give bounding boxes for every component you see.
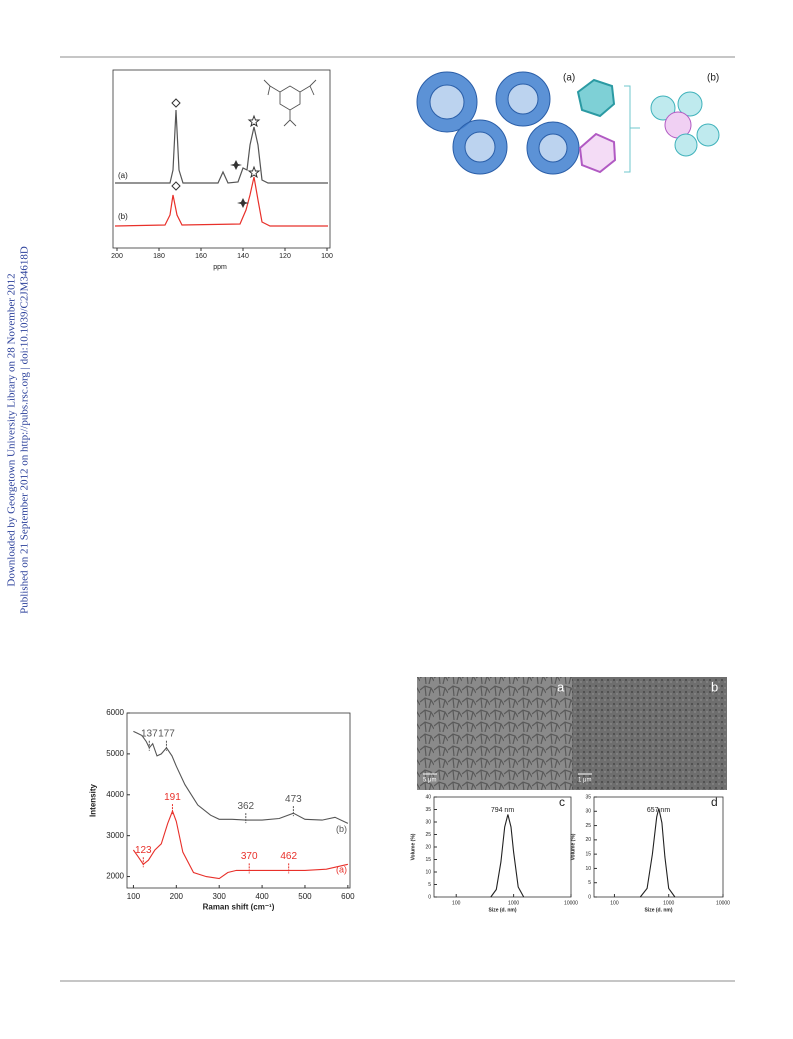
sidebar-line: Downloaded by Georgetown University Libr… (6, 273, 18, 586)
panel-label: a (557, 679, 565, 694)
y-tick-label: 25 (425, 832, 431, 838)
y-axis-label: Volume (%) (410, 833, 416, 860)
framework-b (650, 91, 720, 157)
y-tick-label: 0 (588, 894, 591, 900)
x-axis-label: Size (d. nm) (488, 907, 516, 913)
y-tick-label: 5 (588, 880, 591, 886)
plot-frame (112, 69, 331, 249)
annotation: 657 nm (647, 807, 671, 814)
data-line (639, 808, 676, 898)
curve-label: (a) (118, 171, 128, 180)
framework-figure: (a) (b) (416, 71, 720, 175)
x-tick-label: 100 (452, 900, 461, 906)
sidebar-line: Published on 21 September 2012 on http:/… (19, 246, 31, 614)
y-axis-label: Volume (%) (570, 833, 576, 860)
x-axis-label: Size (d. nm) (644, 907, 672, 913)
molecule (263, 79, 317, 127)
y-tick-label: 0 (428, 894, 431, 900)
framework-cluster (416, 71, 580, 175)
y-tick-label: 5000 (106, 749, 124, 758)
panel-label: c (559, 795, 565, 809)
spectrum (115, 109, 328, 184)
sem-image (572, 677, 727, 790)
x-tick-label: 10000 (716, 900, 730, 906)
y-axis-label: Intensity (89, 784, 98, 817)
plot-frame (126, 712, 351, 889)
spectrum (114, 176, 328, 227)
y-tick-label: 10 (425, 869, 431, 875)
x-tick-label: 1000 (508, 900, 519, 906)
x-tick-label: 200 (170, 892, 184, 901)
x-tick-label: 100 (610, 900, 619, 906)
y-tick-label: 5 (428, 882, 431, 888)
peak-label: 370 (241, 851, 258, 862)
x-tick-label: 400 (255, 892, 269, 901)
x-tick-label: 10000 (564, 900, 578, 906)
x-tick-label: 160 (195, 253, 207, 260)
x-tick-label: 100 (321, 253, 333, 260)
nmr-figure (112, 69, 331, 249)
y-tick-label: 3000 (106, 831, 124, 840)
panel-label: (b) (707, 73, 719, 84)
cage (576, 78, 616, 118)
curve-label: (b) (118, 212, 128, 221)
sem-figure: a b 5 μm 1 μm (417, 677, 727, 790)
peak-label: 177 (158, 728, 175, 739)
data-line (490, 814, 525, 898)
peak-label: 191 (164, 792, 181, 803)
y-tick-label: 4000 (106, 790, 124, 799)
series-label: (b) (336, 824, 347, 834)
x-tick-label: 100 (127, 892, 141, 901)
y-tick-label: 20 (425, 844, 431, 850)
panel-label: b (711, 679, 718, 694)
marker (171, 98, 181, 191)
y-tick-label: 2000 (106, 872, 124, 881)
marker (247, 114, 261, 179)
y-tick-label: 35 (425, 807, 431, 813)
peak-label: 362 (237, 801, 254, 812)
y-tick-label: 10 (585, 866, 591, 872)
y-tick-label: 40 (425, 794, 431, 800)
x-tick-label: 600 (341, 892, 355, 901)
x-tick-label: 200 (111, 253, 123, 260)
scale-label: 1 μm (578, 778, 591, 784)
peak-label: 462 (280, 851, 297, 862)
y-tick-label: 30 (425, 819, 431, 825)
x-tick-label: 1000 (663, 900, 674, 906)
y-tick-label: 30 (585, 809, 591, 815)
peak-label: 473 (285, 794, 302, 805)
sem-image (417, 677, 572, 790)
x-axis-label: Raman shift (cm⁻¹) (203, 903, 275, 912)
panel-label: (a) (563, 73, 575, 84)
x-tick-label: 120 (279, 253, 291, 260)
y-tick-label: 15 (585, 851, 591, 857)
x-tick-label: 140 (237, 253, 249, 260)
y-tick-label: 25 (585, 823, 591, 829)
marker (230, 160, 249, 208)
y-tick-label: 15 (425, 857, 431, 863)
x-tick-label: 180 (153, 253, 165, 260)
x-axis-label: ppm (213, 264, 227, 271)
peak-label: 123 (135, 845, 152, 856)
peak-label: 137 (141, 728, 158, 739)
x-tick-label: 500 (298, 892, 312, 901)
y-tick-label: 20 (585, 837, 591, 843)
plot-frame (593, 796, 724, 898)
data-line (132, 809, 349, 880)
cage (578, 132, 617, 174)
bracket (624, 85, 640, 173)
panel-label: d (711, 795, 718, 809)
sidebar: Downloaded by Georgetown University Libr… (6, 246, 31, 614)
y-tick-label: 35 (585, 794, 591, 800)
y-tick-label: 6000 (106, 708, 124, 717)
scale-label: 5 μm (423, 778, 436, 784)
series-label: (a) (336, 865, 347, 875)
x-tick-label: 300 (213, 892, 227, 901)
annotation: 794 nm (491, 807, 515, 814)
